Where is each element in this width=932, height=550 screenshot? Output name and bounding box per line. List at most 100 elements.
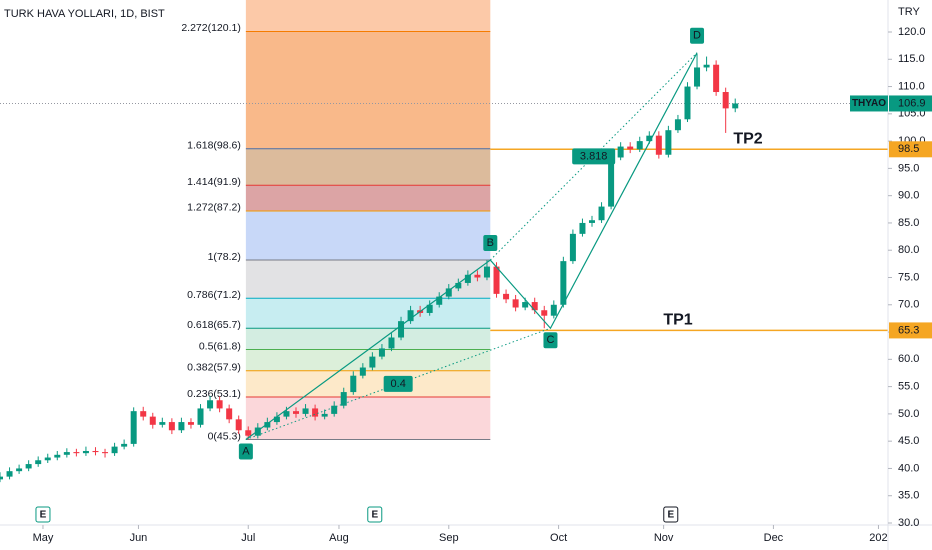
candle-body — [426, 304, 433, 313]
y-tick-label: 95.0 — [898, 162, 919, 174]
pivot-label: D — [693, 30, 701, 42]
candle-body — [474, 274, 481, 278]
candle-body — [455, 282, 462, 289]
fib-label: 2.272(120.1) — [181, 22, 241, 34]
candle-body — [130, 411, 137, 444]
candle-body — [674, 119, 681, 131]
ratio-label: 0.4 — [391, 378, 406, 390]
target-label: TP2 — [733, 131, 762, 148]
plot-area: 2.272(120.1) 1.618(98.6) 1.414(91.9) 1.272(… — [0, 0, 888, 483]
x-tick-label: Aug — [329, 532, 349, 544]
target-badge — [889, 141, 932, 158]
candle-body — [82, 450, 89, 454]
candle-body — [197, 408, 204, 425]
candle-body — [16, 468, 23, 472]
candle-body — [6, 471, 13, 477]
candle-body — [378, 348, 385, 357]
fib-label: 0.786(71.2) — [187, 289, 241, 301]
candle-body — [140, 411, 147, 417]
candle-body — [694, 67, 701, 87]
fib-band — [245, 370, 491, 397]
symbol-badge — [850, 95, 888, 112]
event-icon — [35, 506, 51, 523]
candle-body — [407, 310, 414, 322]
target-badge-label: 65.3 — [898, 324, 919, 336]
candle-body — [665, 130, 672, 155]
candle-body — [159, 422, 166, 425]
fib-band — [245, 31, 491, 149]
candle-body — [73, 452, 80, 454]
candle-body — [579, 222, 586, 234]
candle-body — [703, 64, 710, 68]
candle-body — [732, 103, 739, 109]
candle-body — [655, 135, 662, 155]
x-tick-label: May — [33, 532, 54, 544]
candle-body — [617, 146, 624, 158]
y-tick-label: 120.0 — [898, 26, 926, 38]
y-tick-label: 75.0 — [898, 271, 919, 283]
fib-band — [245, 328, 491, 350]
candle-body — [54, 454, 61, 458]
x-tick-label: 202 — [869, 532, 887, 544]
candle-body — [149, 416, 156, 425]
candle-body — [531, 302, 538, 311]
x-tick-label: Oct — [550, 532, 567, 544]
y-tick-label: 50.0 — [898, 408, 919, 420]
candle-body — [522, 302, 529, 308]
event-label: E — [40, 510, 47, 521]
candle-body — [331, 405, 338, 414]
candle-body — [273, 416, 280, 423]
last-price-badge — [889, 95, 932, 112]
symbol-label: THYAO — [852, 98, 886, 109]
y-tick-label: 60.0 — [898, 353, 919, 365]
candle-body — [483, 266, 490, 278]
pivot-badge — [690, 27, 705, 44]
candle-body — [359, 367, 366, 376]
pivot-badge — [483, 235, 498, 252]
target-badge-label: 98.5 — [898, 143, 919, 155]
target-label: TP1 — [663, 312, 692, 329]
candle-body — [0, 476, 3, 480]
fib-band — [245, 396, 491, 440]
event-icon — [663, 506, 679, 523]
y-tick-label: 85.0 — [898, 217, 919, 229]
ratio-badge — [572, 148, 616, 165]
candle-body — [35, 460, 42, 465]
candle-body — [369, 356, 376, 368]
candle-body — [312, 408, 319, 417]
fib-label: 0.5(61.8) — [199, 340, 241, 352]
candle-body — [340, 392, 347, 406]
ratio-label: 3.818 — [580, 150, 608, 162]
pivot-badge — [238, 443, 253, 460]
y-tick-label: 30.0 — [898, 517, 919, 529]
fib-band — [245, 148, 491, 186]
pattern-line — [245, 52, 698, 441]
candle-body — [589, 220, 595, 223]
pivot-label: B — [487, 237, 494, 249]
y-tick-label: 110.0 — [898, 80, 925, 92]
candle-body — [111, 446, 118, 454]
candle-body — [245, 430, 252, 436]
y-tick-label: 115.0 — [898, 53, 925, 65]
fib-band — [245, 185, 491, 211]
x-tick-label: Nov — [654, 532, 674, 544]
event-label: E — [371, 510, 378, 521]
y-tick-label: 45.0 — [898, 435, 919, 447]
fib-top-band — [245, 0, 491, 32]
candle-body — [388, 337, 395, 349]
pattern-dotted — [489, 52, 698, 261]
x-tick-label: Sep — [439, 532, 459, 544]
candle-body — [713, 64, 720, 93]
x-tick-label: Jun — [130, 532, 148, 544]
fib-label: 1.272(87.2) — [187, 202, 241, 214]
candle-body — [550, 304, 557, 316]
candle-body — [92, 450, 99, 453]
candle-body — [445, 288, 452, 297]
candle-body — [398, 321, 405, 338]
candle-body — [684, 86, 691, 120]
candle-body — [636, 141, 643, 150]
fib-band — [245, 298, 491, 329]
candle-body — [560, 261, 567, 305]
pivot-label: A — [242, 445, 250, 457]
